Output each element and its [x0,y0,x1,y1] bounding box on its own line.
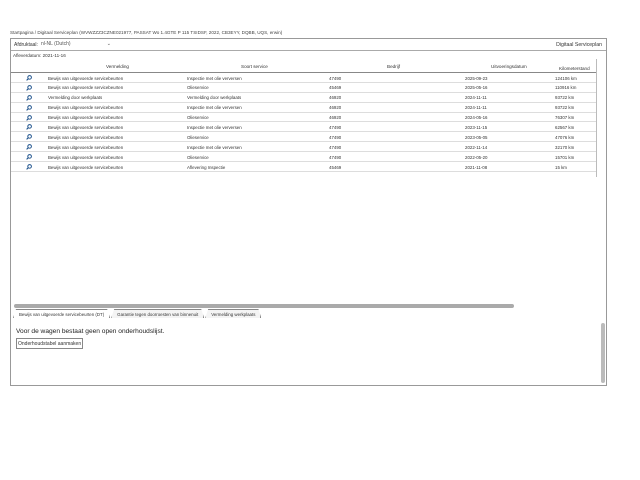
table-row[interactable]: Bewijs van uitgevoerde servicebeurten Oli… [11,152,596,163]
table-cell: 2025-09-23 [465,75,488,81]
table-cell: 2022-05-20 [465,154,488,160]
table-cell: 46920 [329,105,342,111]
horizontal-scrollbar[interactable] [14,304,514,308]
table-cell: 32170 km [555,144,575,150]
table-cell: Bewijs van uitgevoerde servicebeurten [48,134,124,140]
table-cell: Inspectie met olie verversen [187,144,242,150]
magnifier-icon[interactable] [26,75,32,81]
table-cell: 2024-11-11 [465,105,487,111]
table-cell: Bewijs van uitgevoerde servicebeurten [48,144,124,150]
table-cell: Bewijs van uitgevoerde servicebeurten [48,105,124,111]
service-plan-panel: Afdruktaal: nl-NL (Dutch) ⌄ Digitaal Serv… [10,38,607,386]
table-cell: 2023-05-05 [465,134,488,140]
service-table: Vermelding Soort service Bedrijf Uitvoer… [11,59,596,172]
table-row[interactable]: Bewijs van uitgevoerde servicebeurten Oli… [11,132,596,143]
create-maintenance-table-button[interactable]: Onderhoudstabel aanmaken [16,338,84,349]
table-cell: 46920 [329,115,342,121]
magnifier-icon[interactable] [26,164,32,170]
table-cell: 93722 km [555,105,575,111]
table-cell: Bewijs van uitgevoerde servicebeurten [48,124,124,130]
table-row[interactable]: Vermelding door werkplaats Vermelding doo… [11,93,596,103]
table-row[interactable]: Bewijs van uitgevoerde servicebeurten Ins… [11,73,596,83]
magnifier-icon[interactable] [26,144,32,151]
magnifier-icon[interactable] [26,85,32,91]
table-cell: 76307 km [555,115,575,121]
table-header: Vermelding Soort service Bedrijf Uitvoer… [11,59,596,73]
table-cell: 2025-05-16 [465,85,488,91]
table-cell: 2022-11-14 [465,144,488,150]
table-cell: Inspectie met olie verversen [187,124,242,130]
table-cell: 47490 [329,124,342,130]
column-header[interactable]: Uitvoeringsdatum [491,64,527,69]
table-cell: 93722 km [555,95,575,101]
table-cell: 47490 [329,134,342,140]
table-cell: 45469 [329,85,342,91]
table-cell: 124106 km [555,75,577,81]
table-row[interactable]: Bewijs van uitgevoerde servicebeurten Ins… [11,142,596,153]
magnifier-icon[interactable] [26,94,32,101]
table-cell: 2024-05-16 [465,115,488,121]
table-cell: Bewijs van uitgevoerde servicebeurten [48,154,124,160]
breadcrumb[interactable]: Startpagina / Digitaal Serviceplan (WVWZ… [10,30,283,35]
tab-rust-warranty[interactable]: Garantie tegen doorroesten van binnenuit [111,309,204,318]
table-cell: 47076 km [555,134,575,140]
chevron-down-icon: ⌄ [106,41,111,47]
language-value: nl-NL (Dutch) [41,41,71,47]
table-cell: Bewijs van uitgevoerde servicebeurten [48,164,124,170]
table-cell: Olieservice [187,85,209,91]
toolbar: Afdruktaal: nl-NL (Dutch) ⌄ Digitaal Serv… [11,39,606,51]
table-row[interactable]: Bewijs van uitgevoerde servicebeurten Oli… [11,113,596,123]
page-title: Digitaal Serviceplan [556,42,602,48]
magnifier-icon[interactable] [26,154,32,160]
table-row[interactable]: Bewijs van uitgevoerde servicebeurten Oli… [11,83,596,93]
table-cell: Vermelding door werkplaats [48,95,103,101]
magnifier-icon[interactable] [26,134,32,141]
table-cell: 110916 km [555,85,577,91]
vertical-scrollbar[interactable] [601,323,605,383]
tab-bar: Bewijs van uitgevoerde servicebeurten (D… [13,309,262,318]
table-row[interactable]: Bewijs van uitgevoerde servicebeurten Ins… [11,103,596,113]
magnifier-icon[interactable] [26,124,32,131]
table-cell: 2021-11-08 [465,164,488,170]
table-cell: 62567 km [555,124,575,130]
table-cell: 47490 [329,144,342,150]
table-cell: 45469 [329,164,342,170]
column-header[interactable]: Bedrijf [387,64,401,69]
table-cell: Bewijs van uitgevoerde servicebeurten [48,75,124,81]
table-cell: Inspectie met olie verversen [187,75,242,81]
table-cell: Bewijs van uitgevoerde servicebeurten [48,115,124,121]
table-row[interactable]: Bewijs van uitgevoerde servicebeurten Afl… [11,162,596,172]
table-row[interactable]: Bewijs van uitgevoerde servicebeurten Ins… [11,122,596,133]
table-cell: 47490 [329,154,342,160]
table-cell: Aflevering Inspectie [187,164,226,170]
column-header[interactable]: Vermelding [106,64,129,69]
column-header[interactable]: Kilometerstand [559,66,590,71]
table-cell: Olieservice [187,134,209,140]
table-cell: 2024-11-11 [465,95,487,101]
table-cell: 46920 [329,95,342,101]
divider [596,59,597,177]
table-cell: 15 km [555,164,567,170]
magnifier-icon[interactable] [26,114,32,121]
tab-workshop-note[interactable]: Vermelding werkplaats [205,309,261,318]
magnifier-icon[interactable] [26,104,32,111]
table-cell: 47490 [329,75,342,81]
table-cell: 2023-11-15 [465,124,488,130]
table-cell: Bewijs van uitgevoerde servicebeurten [48,85,124,91]
column-header[interactable]: Soort service [241,64,268,69]
table-cell: Vermelding door werkplaats [187,95,242,101]
no-maintenance-message: Voor de wagen bestaat geen open onderhou… [16,328,165,335]
tab-service-proof[interactable]: Bewijs van uitgevoerde servicebeurten (D… [13,309,110,318]
table-cell: Inspectie met olie verversen [187,105,242,111]
language-select[interactable]: nl-NL (Dutch) ⌄ [41,41,111,49]
table-cell: Olieservice [187,115,209,121]
language-label: Afdruktaal: [14,42,38,48]
table-cell: Olieservice [187,154,209,160]
delivery-date: Afleverdatum: 2021-11-16 [13,53,66,58]
table-cell: 15701 km [555,154,575,160]
